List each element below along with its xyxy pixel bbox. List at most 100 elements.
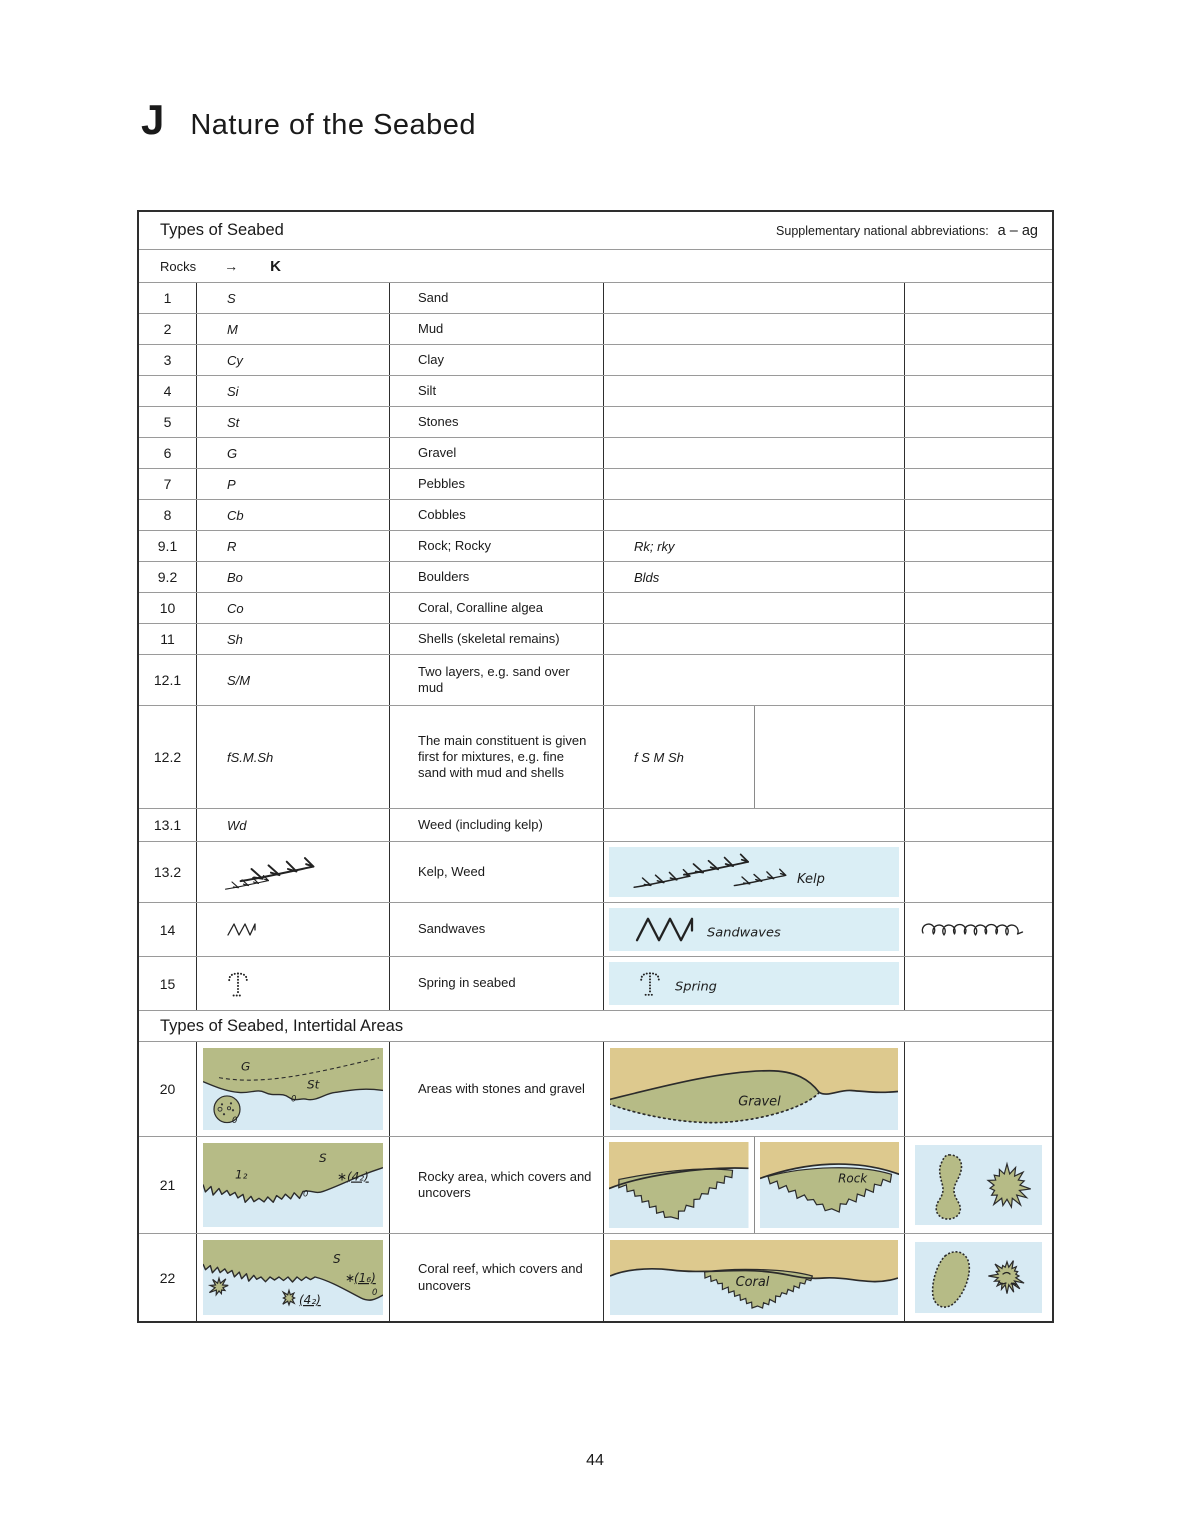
row-number: 7 [139, 469, 197, 499]
label-drying-height: (4₂) [299, 1293, 321, 1307]
sandwave-symbol-cell [197, 903, 390, 956]
intertidal-header-row: Types of Seabed, Intertidal Areas [139, 1011, 1052, 1042]
row-number: 2 [139, 314, 197, 344]
other-abbreviation [604, 809, 905, 841]
abbreviation: Co [197, 593, 390, 623]
abbreviation: S [197, 283, 390, 313]
page-title: Nature of the Seabed [190, 109, 477, 141]
sandwave-icon [227, 923, 256, 936]
label-gravel: Gravel [738, 1094, 781, 1109]
description: Silt [390, 376, 604, 406]
description: Stones [390, 407, 604, 437]
rock-example-left-graphic [609, 1142, 749, 1228]
description: Boulders [390, 562, 604, 592]
page-header: J Nature of the Seabed [141, 96, 476, 144]
row-number: 12.1 [139, 655, 197, 705]
supplementary-cell [905, 376, 1052, 406]
row-number: 12.2 [139, 706, 197, 808]
supplementary-cell [905, 469, 1052, 499]
supplementary-cell [905, 438, 1052, 468]
abbreviation: G [197, 438, 390, 468]
description: Pebbles [390, 469, 604, 499]
abbreviation: fS.M.Sh [197, 706, 390, 808]
other-abbreviation [604, 469, 905, 499]
table-row: 10 Co Coral, Coralline algea [139, 593, 1052, 624]
page-number: 44 [586, 1452, 604, 1469]
sandwave-cursive-icon [921, 922, 1024, 936]
description: Sandwaves [390, 903, 604, 956]
row-number: 10 [139, 593, 197, 623]
sandwave-example-label: Sandwaves [707, 925, 781, 940]
rock-example-left [604, 1137, 755, 1233]
other-abbreviation [604, 407, 905, 437]
rocks-reference-row: Rocks → K [139, 250, 1052, 283]
table-row: 6 G Gravel [139, 438, 1052, 469]
rocks-label: Rocks [160, 258, 197, 274]
supplementary-cell [905, 283, 1052, 313]
rock-awash-icon: ∗ [345, 1271, 355, 1285]
description: Kelp, Weed [390, 842, 604, 902]
abbreviation: St [197, 407, 390, 437]
supplementary-note: Supplementary national abbreviations: a … [776, 223, 1038, 239]
rocky-area-chart: 1₂ S ∗ (4₂) 0 [203, 1143, 383, 1227]
coral-example-graphic: Coral [610, 1240, 898, 1315]
abbreviation: Cy [197, 345, 390, 375]
section-letter: J [141, 96, 165, 143]
abbreviation: Wd [197, 809, 390, 841]
kelp-symbol-cell [197, 842, 390, 902]
supplementary-cell [905, 500, 1052, 530]
rock-example-right-graphic: Rock [759, 1142, 899, 1228]
description: Two layers, e.g. sand over mud [390, 655, 604, 705]
label-zero: 0 [372, 1288, 377, 1298]
description: Shells (skeletal remains) [390, 624, 604, 654]
description: Weed (including kelp) [390, 809, 604, 841]
spring-example-label: Spring [675, 979, 717, 994]
table-row: 12.2 fS.M.Sh The main constituent is giv… [139, 706, 1052, 809]
other-abbreviation: Rk; rky [604, 531, 905, 561]
abbreviation: Si [197, 376, 390, 406]
description: Mud [390, 314, 604, 344]
arrow-icon: → [224, 258, 239, 274]
description: Coral, Coralline algea [390, 593, 604, 623]
table-row-spring: 15 Spring in seabed Spring [139, 957, 1052, 1011]
description: Cobbles [390, 500, 604, 530]
supplementary-cell [905, 809, 1052, 841]
coral-reef-chart-cell: S ∗ (1₆) (4₂) 0 [197, 1234, 390, 1321]
supplementary-cell [905, 624, 1052, 654]
label-drying-height: (1₆) [354, 1271, 376, 1285]
row-number: 5 [139, 407, 197, 437]
rock-example-cell: Rock [604, 1137, 905, 1233]
table-row: 9.1 R Rock; Rocky Rk; rky [139, 531, 1052, 562]
sandwave-example-cell: Sandwaves [604, 903, 905, 956]
kelp-example-box: Kelp [609, 847, 899, 897]
table-row: 7 P Pebbles [139, 469, 1052, 500]
table-row: 8 Cb Cobbles [139, 500, 1052, 531]
gravel-example-cell: Gravel [604, 1042, 905, 1136]
table-row-kelp: 13.2 Kelp, Weed Kelp [139, 842, 1052, 903]
table-row: 1 S Sand [139, 283, 1052, 314]
kelp-example-cell: Kelp [604, 842, 905, 902]
description: Areas with stones and gravel [390, 1042, 604, 1136]
label-drying-height: (4₂) [347, 1170, 369, 1184]
label-sounding: 1₂ [235, 1168, 248, 1182]
other-abbreviation [604, 624, 905, 654]
row-number: 8 [139, 500, 197, 530]
row-number: 14 [139, 903, 197, 956]
table-row: 9.2 Bo Boulders Blds [139, 562, 1052, 593]
rocks-reference-cell: Rocks → K [139, 250, 1052, 282]
table-row: 11 Sh Shells (skeletal remains) [139, 624, 1052, 655]
other-abbreviation [604, 438, 905, 468]
coral-shapes-graphic [915, 1242, 1042, 1313]
table-row: 4 Si Silt [139, 376, 1052, 407]
supplementary-label: Supplementary national abbreviations: [776, 223, 989, 238]
supplementary-cell [905, 345, 1052, 375]
description: Rock; Rocky [390, 531, 604, 561]
supplementary-cell [905, 655, 1052, 705]
rock-shapes-cell [905, 1137, 1052, 1233]
rocky-area-chart-cell: 1₂ S ∗ (4₂) 0 [197, 1137, 390, 1233]
description: The main constituent is given first for … [390, 706, 604, 808]
row-number: 9.1 [139, 531, 197, 561]
supplementary-cell [905, 842, 1052, 902]
intertidal-header: Types of Seabed, Intertidal Areas [160, 1016, 404, 1035]
label-gravel-abbr: G [241, 1060, 250, 1074]
